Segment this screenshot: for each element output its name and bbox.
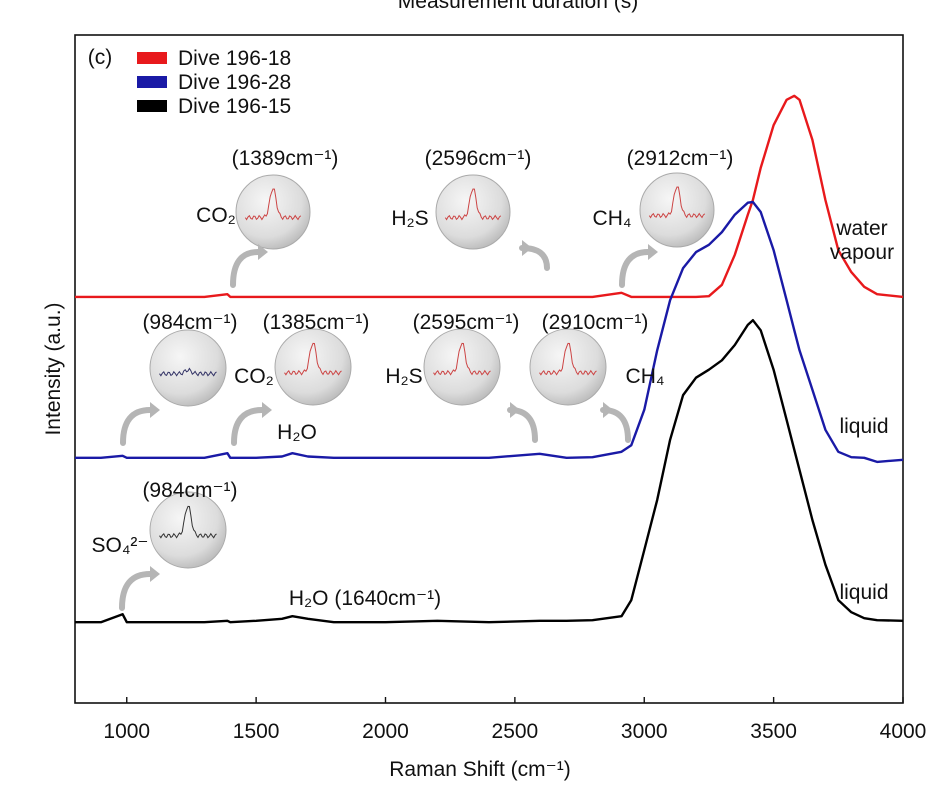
annotation: (984cm⁻¹) [142, 479, 237, 502]
inset-spectrum [444, 188, 502, 221]
top-text: Measurement duration (s) [398, 0, 638, 13]
annotation: liquid [839, 415, 888, 438]
inset-arrowhead [510, 402, 520, 418]
inset-circle [423, 328, 501, 406]
x-tick-label: 1000 [103, 720, 150, 743]
inset-arrow [230, 249, 261, 288]
inset-arrowhead [603, 402, 613, 418]
inset-arrowhead [262, 402, 272, 418]
series-line [75, 200, 904, 464]
legend-swatch [137, 100, 167, 112]
inset-circle [274, 328, 352, 406]
x-tick-label: 4000 [880, 720, 927, 743]
inset-circle [639, 172, 715, 248]
legend-label: Dive 196-15 [178, 95, 291, 118]
x-tick-label: 2500 [492, 720, 539, 743]
inset-spectrum [159, 505, 217, 539]
inset-spectrum [539, 342, 597, 376]
inset-arrowhead [150, 566, 160, 582]
inset-arrow [120, 407, 153, 446]
inset-spectrum [244, 188, 302, 221]
series-line [75, 319, 904, 624]
x-tick-label: 3500 [750, 720, 797, 743]
annotation: liquid [839, 581, 888, 604]
inset-arrow [119, 571, 153, 611]
annotation: (2595cm⁻¹) [413, 311, 520, 334]
annotation: (1385cm⁻¹) [263, 311, 370, 334]
legend-label: Dive 196-28 [178, 71, 291, 94]
annotation: (1389cm⁻¹) [232, 147, 339, 170]
inset-circle [435, 174, 511, 250]
x-axis-label: Raman Shift (cm⁻¹) [389, 758, 570, 781]
annotation: SO₄²⁻ [92, 534, 149, 557]
annotation: (2596cm⁻¹) [425, 147, 532, 170]
inset-spectrum [284, 342, 342, 376]
annotation: CH₄ [593, 207, 632, 230]
annotation: H₂O (1640cm⁻¹) [289, 587, 441, 610]
annotation: (2912cm⁻¹) [627, 147, 734, 170]
inset-arrow [231, 407, 265, 446]
inset-circle [149, 491, 227, 569]
inset-spectrum [433, 342, 491, 376]
y-axis-label: Intensity (a.u.) [42, 302, 65, 435]
legend-label: Dive 196-18 [178, 47, 291, 70]
annotation: water [835, 217, 887, 240]
insets [119, 172, 715, 611]
inset-spectrum [159, 367, 217, 377]
inset-circle [529, 328, 607, 406]
inset-arrow [619, 249, 651, 288]
annotation: CO₂ [234, 365, 274, 388]
annotation: (984cm⁻¹) [142, 311, 237, 334]
inset-arrowhead [258, 244, 268, 260]
annotation: H₂S [391, 207, 428, 230]
inset-circle [235, 174, 311, 250]
legend-swatch [137, 52, 167, 64]
series-line [75, 94, 904, 299]
inset-arrowhead [648, 244, 658, 260]
inset-spectrum [648, 186, 706, 219]
annotation: H₂O [277, 421, 317, 444]
annotation: CO₂ [196, 204, 236, 227]
annotation: vapour [830, 241, 894, 264]
inset-arrowhead [150, 402, 160, 418]
annotation: (2910cm⁻¹) [542, 311, 649, 334]
inset-circle [149, 329, 227, 407]
annotation: (c) [88, 46, 113, 69]
legend-swatch [137, 76, 167, 88]
annotation: CH₄ [626, 365, 665, 388]
x-tick-label: 2000 [362, 720, 409, 743]
plot-frame [74, 34, 904, 704]
inset-arrowhead [522, 240, 532, 256]
x-tick-label: 3000 [621, 720, 668, 743]
annotation: H₂S [385, 365, 422, 388]
x-tick-label: 1500 [233, 720, 280, 743]
